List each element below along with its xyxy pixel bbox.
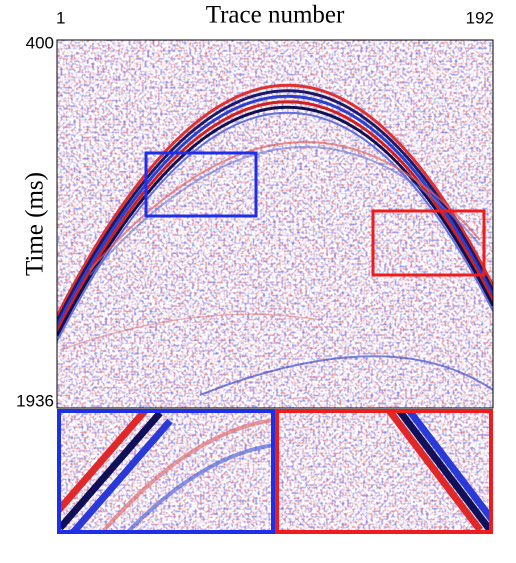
y-tick-label: 400 [26, 33, 54, 52]
zoom-box-red [371, 209, 486, 277]
zoom-box-blue [144, 151, 258, 218]
x-tick-label: 1 [56, 8, 65, 27]
zoom-panel-blue [59, 411, 273, 532]
x-tick-label: 192 [466, 8, 494, 27]
seismic-image [57, 40, 493, 408]
y-tick-label: 1936 [16, 391, 54, 410]
zoom-frame-red [275, 409, 493, 534]
x-axis-label: Trace number [206, 2, 345, 29]
y-axis-label: Time (ms) [22, 172, 49, 276]
zoom-panel-red [277, 411, 491, 532]
zoom-frame-blue [57, 409, 275, 534]
ticks: 1 192 400 1936 [16, 8, 494, 410]
image-frame [56, 39, 494, 409]
